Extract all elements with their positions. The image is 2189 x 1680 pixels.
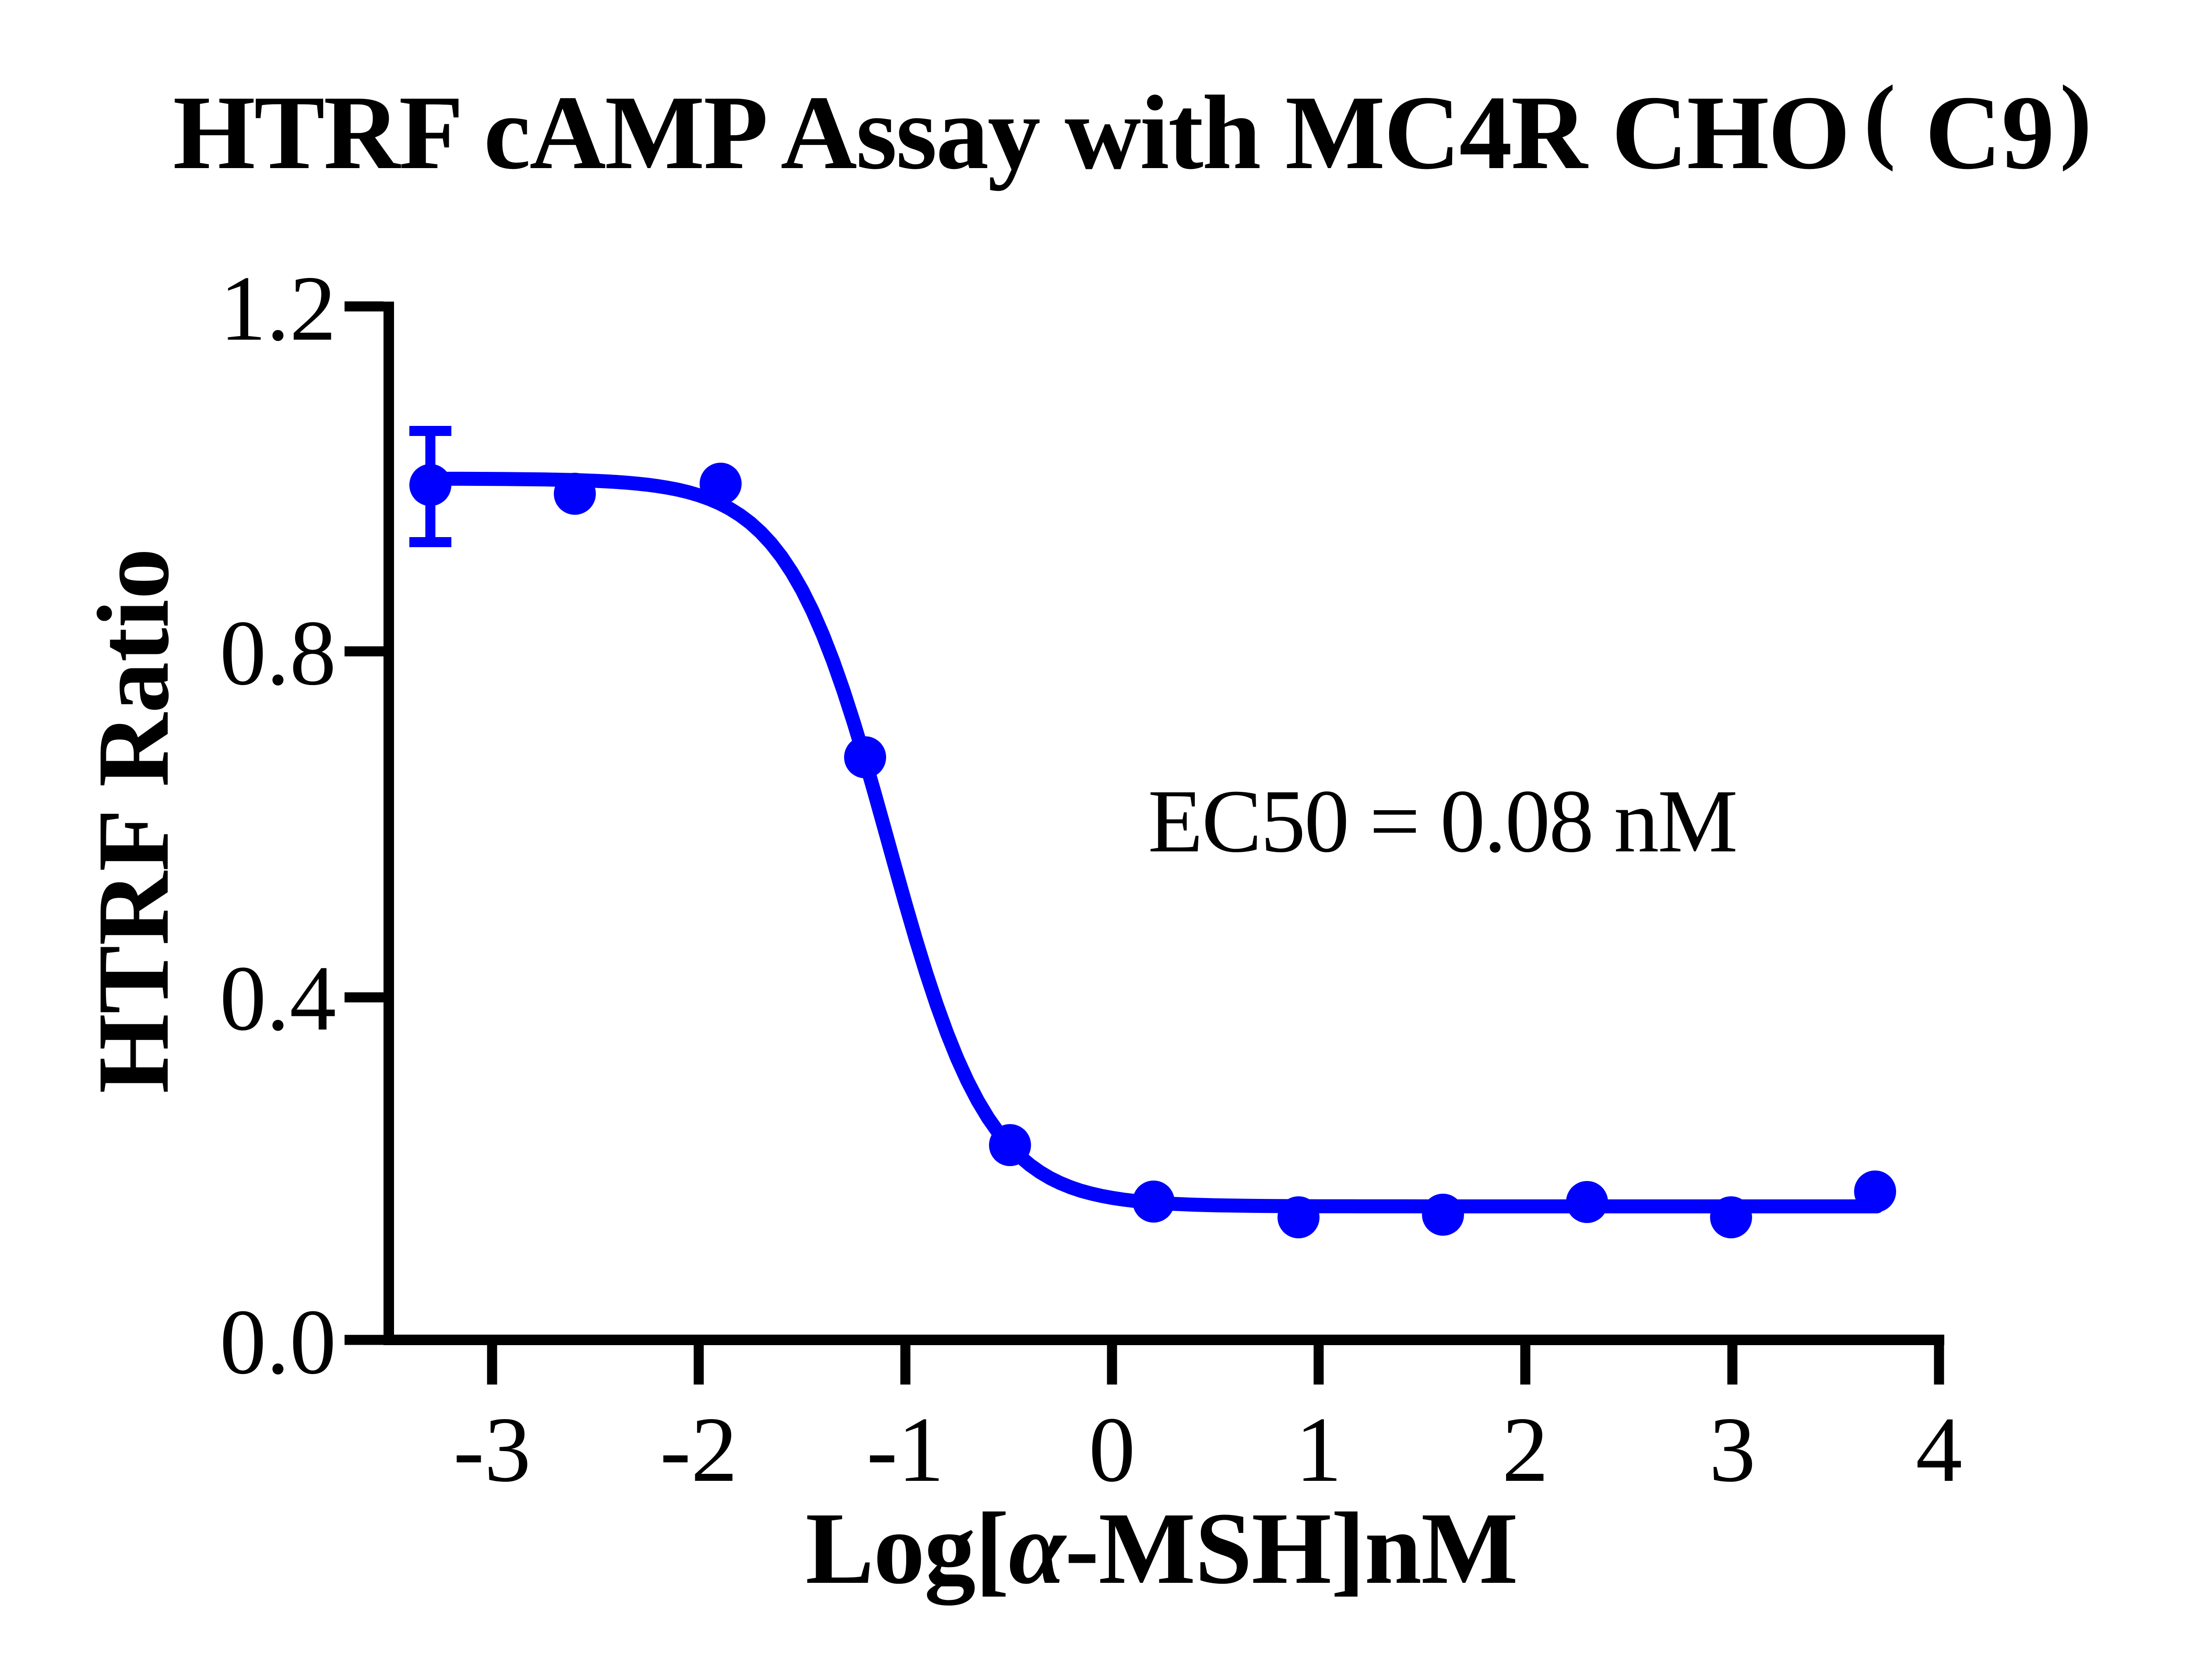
svg-text:-1: -1 [866, 1398, 944, 1501]
svg-text:-2: -2 [660, 1398, 737, 1501]
svg-text:HTRF Ratio: HTRF Ratio [76, 548, 190, 1093]
svg-text:): ) [2060, 66, 2092, 172]
svg-text:(: ( [1864, 66, 1896, 172]
svg-text:3: 3 [1709, 1398, 1756, 1501]
svg-text:HTRF cAMP Assay with MC4R CHO: HTRF cAMP Assay with MC4R CHO [173, 74, 1849, 191]
svg-text:1: 1 [1295, 1398, 1342, 1501]
svg-text:0.8: 0.8 [220, 601, 336, 705]
svg-text:C9: C9 [1925, 74, 2055, 191]
svg-text:0: 0 [1089, 1398, 1136, 1501]
svg-text:-3: -3 [453, 1398, 531, 1501]
svg-text:0.0: 0.0 [220, 1290, 336, 1394]
svg-text:EC50 = 0.08 nM: EC50 = 0.08 nM [1148, 771, 1737, 871]
svg-text:1.2: 1.2 [220, 257, 336, 360]
svg-text:4: 4 [1916, 1398, 1963, 1501]
svg-text:0.4: 0.4 [220, 947, 336, 1050]
svg-text:2: 2 [1502, 1398, 1549, 1501]
svg-text:Log[α-MSH]nM: Log[α-MSH]nM [806, 1491, 1517, 1606]
